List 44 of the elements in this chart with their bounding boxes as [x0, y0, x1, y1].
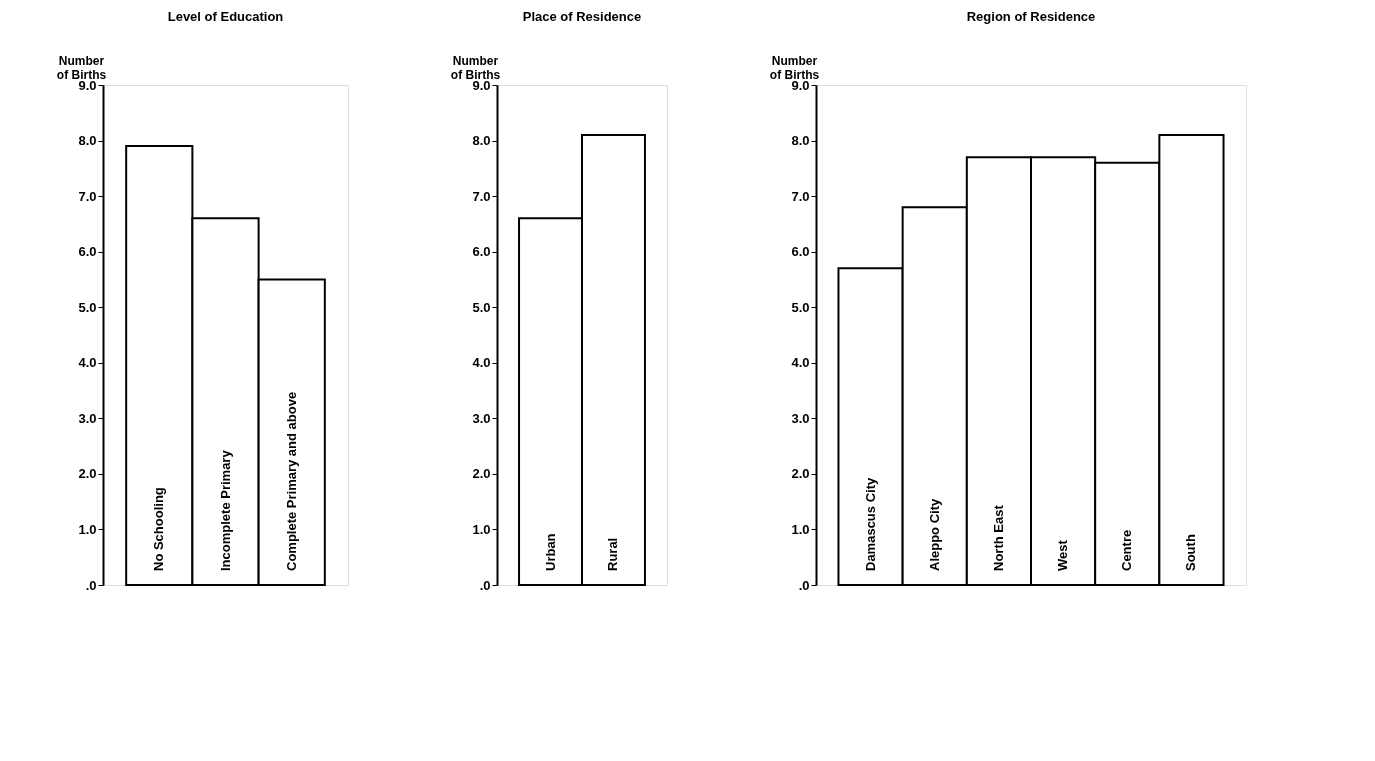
y-tick-label: 2.0	[472, 466, 491, 482]
chart-title: Place of Residence	[522, 9, 642, 24]
y-tick-label: 3.0	[78, 410, 97, 426]
y-tick-label: .0	[85, 577, 97, 593]
y-tick-label: 7.0	[791, 188, 810, 204]
y-tick-label: 6.0	[791, 244, 810, 260]
y-tick-label: 5.0	[472, 299, 491, 315]
category-label: Damascus City	[862, 477, 878, 571]
y-tick-label: 1.0	[78, 521, 97, 537]
y-tick-label: 3.0	[472, 410, 491, 426]
y-tick-label: 3.0	[791, 410, 810, 426]
y-tick-label: .0	[479, 577, 491, 593]
y-tick-label: 2.0	[791, 466, 810, 482]
y-axis-title: Number of Births	[769, 53, 820, 82]
y-tick-label: 4.0	[472, 355, 491, 371]
y-tick-label: 7.0	[78, 188, 97, 204]
category-label: Aleppo City	[926, 498, 942, 571]
y-tick-label: 7.0	[472, 188, 491, 204]
category-label: Centre	[1119, 529, 1135, 571]
y-tick-label: 5.0	[791, 299, 810, 315]
y-tick-label: 8.0	[472, 133, 491, 149]
y-tick-label: 6.0	[472, 244, 491, 260]
y-tick-label: 1.0	[791, 521, 810, 537]
category-label: Complete Primary and above	[283, 391, 299, 571]
y-tick-label: .0	[798, 577, 810, 593]
y-tick-label: 5.0	[78, 299, 97, 315]
category-label: West	[1055, 540, 1071, 571]
y-tick-label: 4.0	[791, 355, 810, 371]
category-label: Urban	[542, 533, 558, 571]
y-tick-label: 1.0	[472, 521, 491, 537]
chart-title: Region of Residence	[966, 9, 1096, 24]
chart-title: Level of Education	[167, 9, 284, 24]
category-label: North East	[990, 505, 1006, 571]
y-tick-label: 2.0	[78, 466, 97, 482]
y-tick-label: 4.0	[78, 355, 97, 371]
category-label: South	[1183, 534, 1199, 571]
category-label: Incomplete Primary	[217, 450, 233, 571]
y-tick-label: 6.0	[78, 244, 97, 260]
category-label: Rural	[605, 537, 621, 571]
y-axis-title: Number of Births	[56, 53, 107, 82]
y-axis-title: Number of Births	[450, 53, 501, 82]
category-label: No Schooling	[151, 487, 167, 571]
y-tick-label: 8.0	[791, 133, 810, 149]
y-tick-label: 8.0	[78, 133, 97, 149]
